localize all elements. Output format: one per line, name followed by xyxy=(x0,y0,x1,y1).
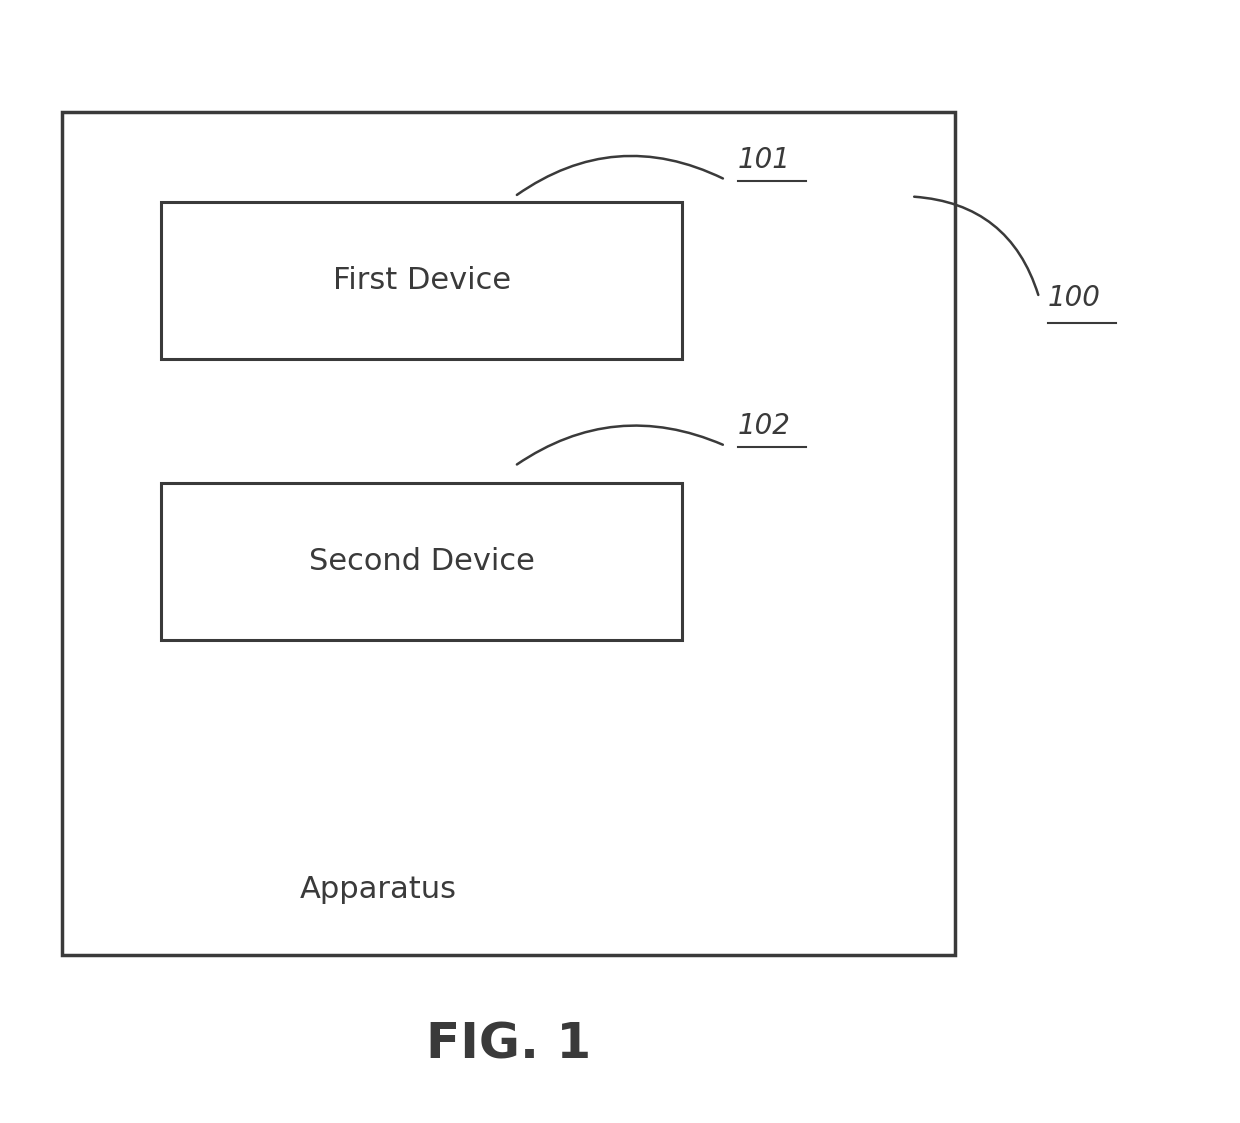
FancyBboxPatch shape xyxy=(161,483,682,640)
Text: Second Device: Second Device xyxy=(309,547,534,576)
Text: Apparatus: Apparatus xyxy=(300,875,456,904)
Text: 101: 101 xyxy=(738,146,791,174)
Text: FIG. 1: FIG. 1 xyxy=(425,1021,591,1068)
Text: 102: 102 xyxy=(738,412,791,440)
Text: 100: 100 xyxy=(1048,284,1101,311)
FancyBboxPatch shape xyxy=(62,112,955,955)
FancyBboxPatch shape xyxy=(161,202,682,359)
Text: First Device: First Device xyxy=(332,266,511,295)
